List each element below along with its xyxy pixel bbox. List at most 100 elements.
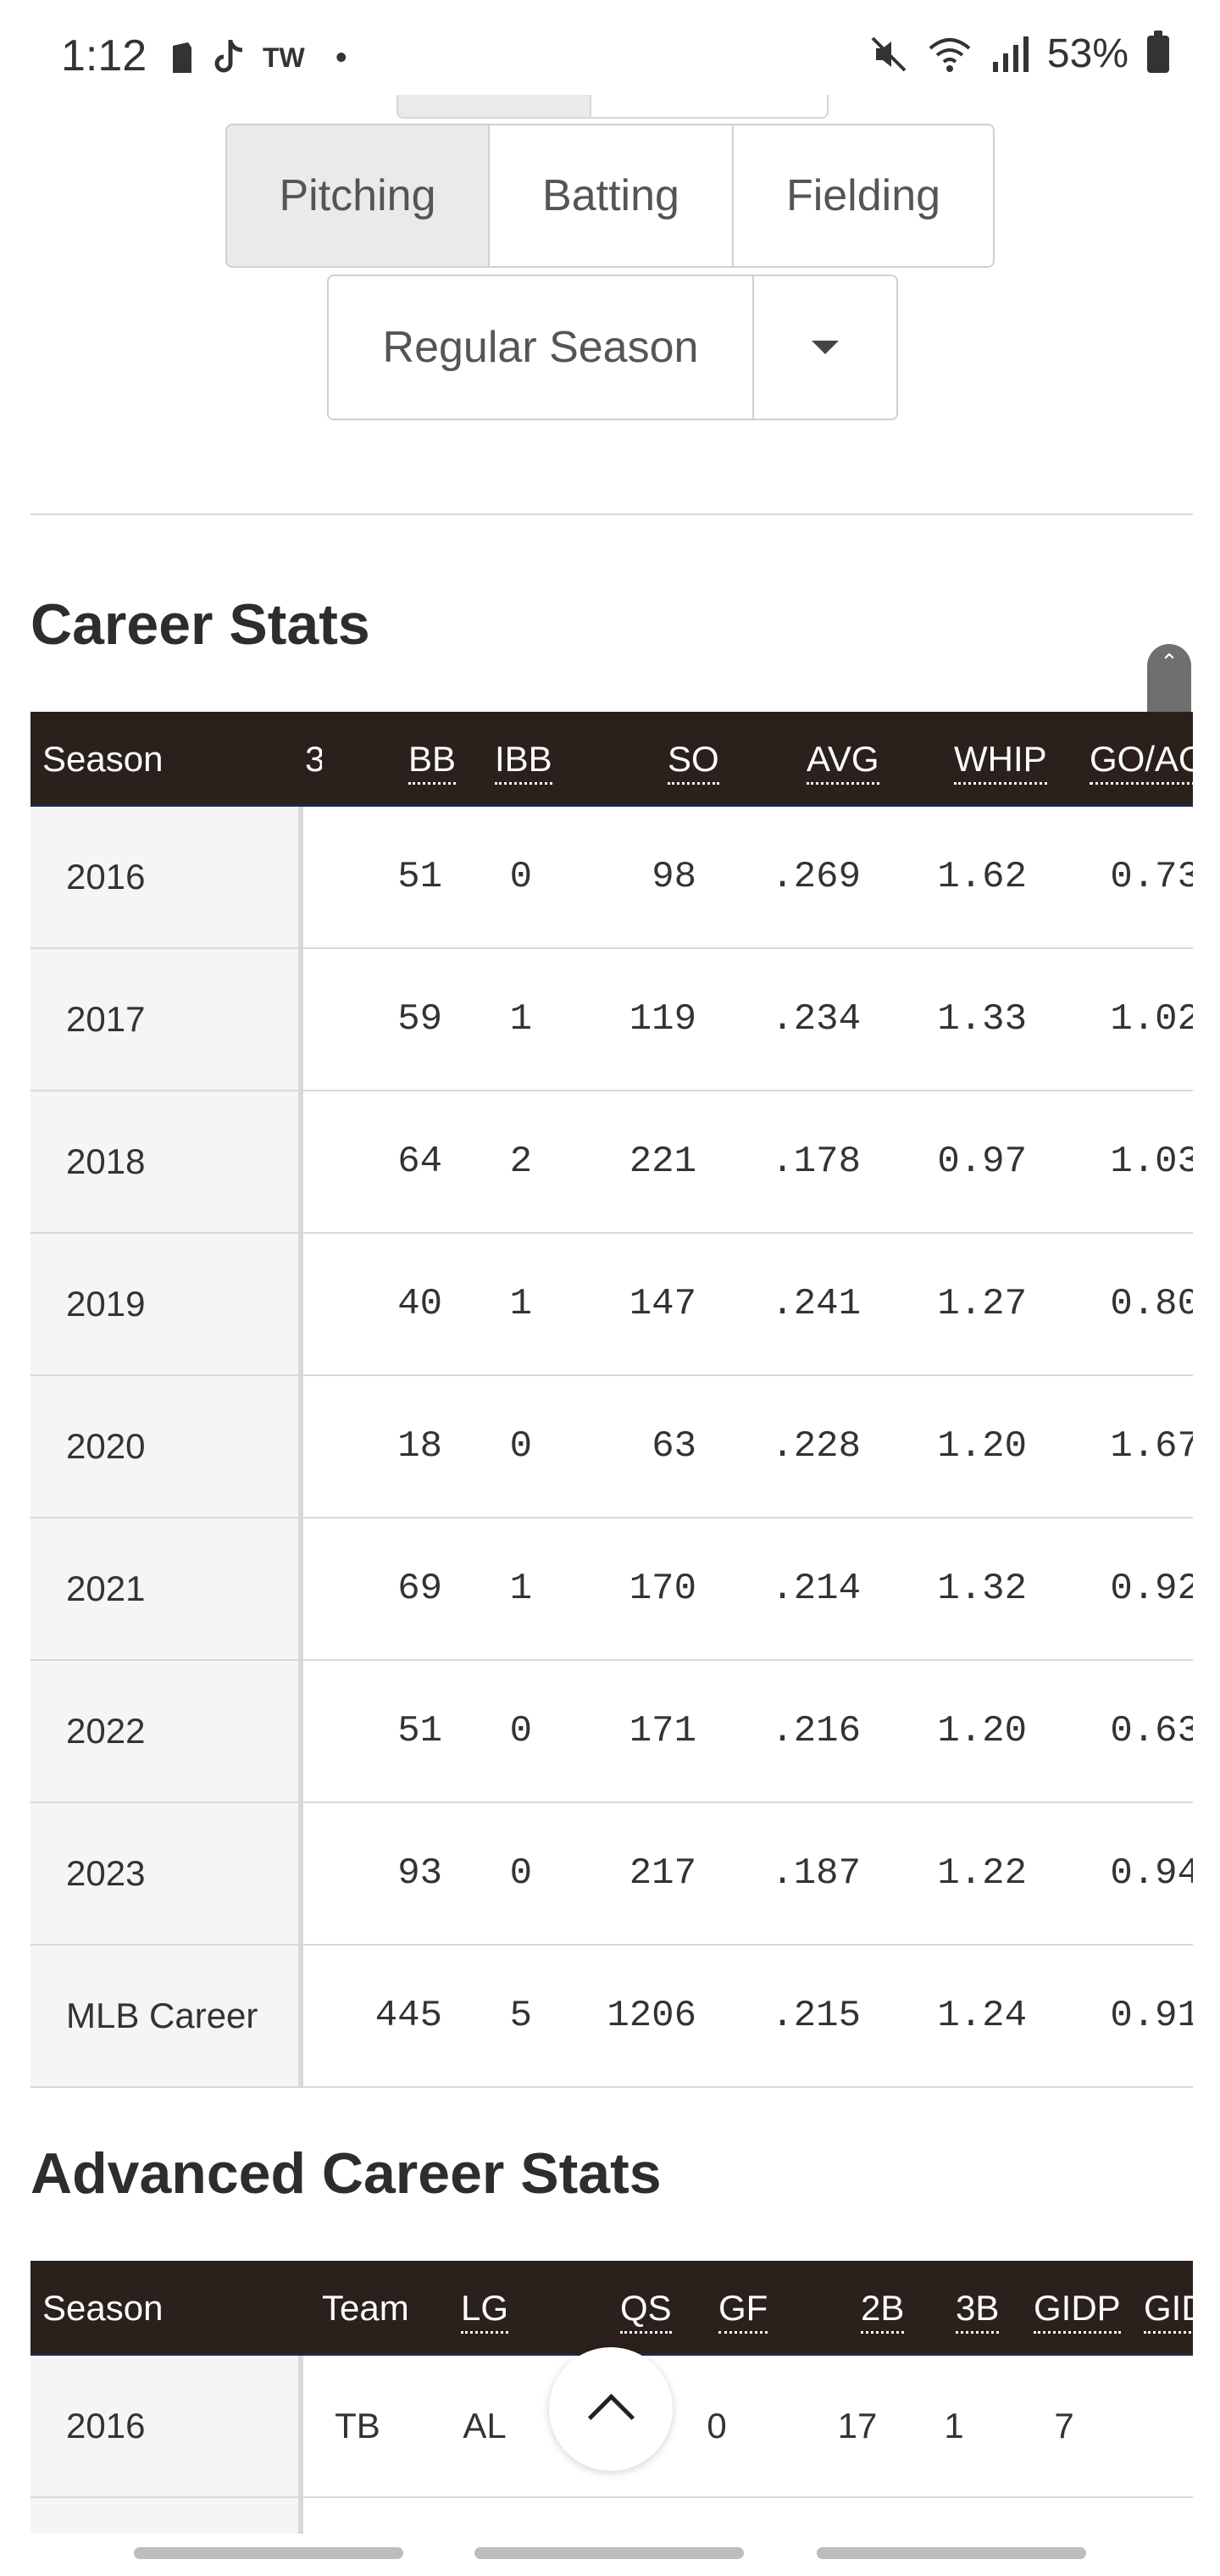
tab-pitching[interactable]: Pitching: [227, 125, 490, 266]
col-avg[interactable]: AVG: [807, 712, 879, 807]
cell-ibb: 5: [509, 1995, 532, 2037]
chevron-up-icon: [587, 2393, 635, 2440]
dropdown-toggle[interactable]: [754, 276, 896, 419]
season-cell: 2020: [30, 1376, 303, 1517]
col-so[interactable]: SO: [668, 712, 719, 807]
notification-icon: [173, 42, 191, 73]
col-gido[interactable]: GIDP: [1144, 2261, 1193, 2356]
table-header: Season Team LG QS GF 2B 3B GIDP GIDP: [30, 2261, 1193, 2356]
cell-goao: 1.03: [1110, 1141, 1193, 1183]
cell-bb: 40: [397, 1283, 442, 1325]
col-gf-label: GF: [718, 2288, 768, 2334]
cell-avg: .234: [771, 998, 861, 1041]
cell-ibb: 0: [509, 856, 532, 898]
col-gidp-label: GIDP: [1034, 2288, 1121, 2334]
cell-whip: 1.20: [937, 1425, 1027, 1468]
cell-bb: 64: [397, 1141, 442, 1183]
table-row: 2017 59 1 119 .234 1.33 1.02: [30, 949, 1193, 1091]
cell-whip: 1.32: [937, 1568, 1027, 1610]
tab-batting[interactable]: Batting: [490, 125, 734, 266]
cell-whip: 1.27: [937, 1283, 1027, 1325]
cell-2b: 17: [837, 2406, 878, 2446]
cell-goao: 1.67: [1110, 1425, 1193, 1468]
col-whip-label: WHIP: [954, 739, 1047, 785]
col-qs-label: QS: [620, 2288, 672, 2334]
cell-3b: 1: [944, 2406, 964, 2446]
battery-percent: 53%: [1046, 31, 1128, 76]
cell-avg: .269: [771, 856, 861, 898]
col-season[interactable]: Season: [42, 2288, 164, 2328]
col-3b-label: 3B: [956, 2288, 1000, 2334]
caret-down-icon: [812, 341, 839, 354]
cell-goao: 0.94: [1110, 1852, 1193, 1895]
season-cell: 2022: [30, 1661, 303, 1802]
cell-goao: 0.63: [1110, 1710, 1193, 1752]
back-to-top-button[interactable]: [549, 2347, 673, 2471]
col-goao-label: GO/AO: [1090, 739, 1193, 785]
career-stats-table: Season 3 BB IBB SO AVG WHIP GO/AO 2016 51…: [30, 712, 1193, 2088]
app-label: TW: [263, 42, 305, 73]
cell-goao: 1.02: [1110, 998, 1193, 1041]
season-cell: 2023: [30, 1803, 303, 1944]
col-qs[interactable]: QS: [620, 2261, 672, 2356]
col-ibb-label: IBB: [495, 739, 552, 785]
cell-whip: 0.97: [937, 1141, 1027, 1183]
stat-type-tabs: Pitching Batting Fielding: [225, 124, 995, 268]
season-cell: 2017: [30, 949, 303, 1090]
table-row: 2022 51 0 171 .216 1.20 0.63: [30, 1661, 1193, 1803]
cell-so: 170: [629, 1568, 696, 1610]
nav-handle-left[interactable]: [134, 2547, 403, 2559]
season-type-select[interactable]: Regular Season: [327, 275, 898, 420]
nav-handle-right[interactable]: [817, 2547, 1086, 2559]
cell-whip: 1.62: [937, 856, 1027, 898]
cell-so: 119: [629, 998, 696, 1041]
section-divider: [30, 514, 1193, 515]
col-gido-label: GIDP: [1144, 2288, 1193, 2334]
status-bar: 1:12 TW • 53%: [0, 0, 1220, 119]
cell-whip: 1.20: [937, 1710, 1027, 1752]
col-bb[interactable]: BB: [408, 712, 457, 807]
cell-avg: .178: [771, 1141, 861, 1183]
col-ibb[interactable]: IBB: [495, 712, 552, 807]
col-2b-label: 2B: [861, 2288, 905, 2334]
col-team[interactable]: Team: [322, 2288, 409, 2328]
col-gidp[interactable]: GIDP: [1034, 2261, 1121, 2356]
tab-fielding[interactable]: Fielding: [734, 125, 993, 266]
cell-ibb: 0: [509, 1852, 532, 1895]
cell-bb: 93: [397, 1852, 442, 1895]
advanced-stats-title: Advanced Career Stats: [30, 2141, 662, 2206]
cell-so: 63: [652, 1425, 696, 1468]
col-gf[interactable]: GF: [718, 2261, 768, 2356]
cell-avg: .216: [771, 1710, 861, 1752]
status-time: 1:12: [61, 31, 147, 80]
table-row: MLB Career 445 5 1206 .215 1.24 0.91: [30, 1946, 1193, 2088]
col-goao[interactable]: GO/AO: [1090, 712, 1193, 807]
col-whip[interactable]: WHIP: [954, 712, 1047, 807]
cell-avg: .215: [771, 1995, 861, 2037]
cell-bb: 69: [397, 1568, 442, 1610]
scroll-up-icon[interactable]: ⌃: [1160, 649, 1178, 675]
table-row: 2021 69 1 170 .214 1.32 0.92: [30, 1518, 1193, 1661]
cell-ibb: 0: [509, 1710, 532, 1752]
col-2b[interactable]: 2B: [861, 2261, 905, 2356]
col-avg-label: AVG: [807, 739, 879, 785]
season-cell: MLB Career: [30, 1946, 303, 2086]
table-body: 2016 TB AL 0 17 1 7: [30, 2356, 1193, 2534]
col-lg[interactable]: LG: [461, 2261, 509, 2356]
col-lg-label: LG: [461, 2288, 509, 2334]
cell-so: 217: [629, 1852, 696, 1895]
cell-goao: 0.73: [1110, 856, 1193, 898]
col-season[interactable]: Season: [42, 739, 164, 779]
col-cut[interactable]: 3: [305, 712, 322, 807]
table-body: 2016 51 0 98.269 1.62 0.73 2017 59 1 119.234 1.33 1…: [30, 807, 1193, 2088]
cell-so: 147: [629, 1283, 696, 1325]
career-stats-title: Career Stats: [30, 592, 370, 657]
cell-goao: 0.80: [1110, 1283, 1193, 1325]
cell-team: TB: [335, 2406, 380, 2446]
nav-handle-center[interactable]: [474, 2547, 744, 2559]
status-left-icons: TW •: [169, 34, 347, 81]
col-3b[interactable]: 3B: [956, 2261, 1000, 2356]
season-cell: 2021: [30, 1518, 303, 1659]
table-header: Season 3 BB IBB SO AVG WHIP GO/AO: [30, 712, 1193, 807]
battery-icon: [1147, 30, 1169, 73]
